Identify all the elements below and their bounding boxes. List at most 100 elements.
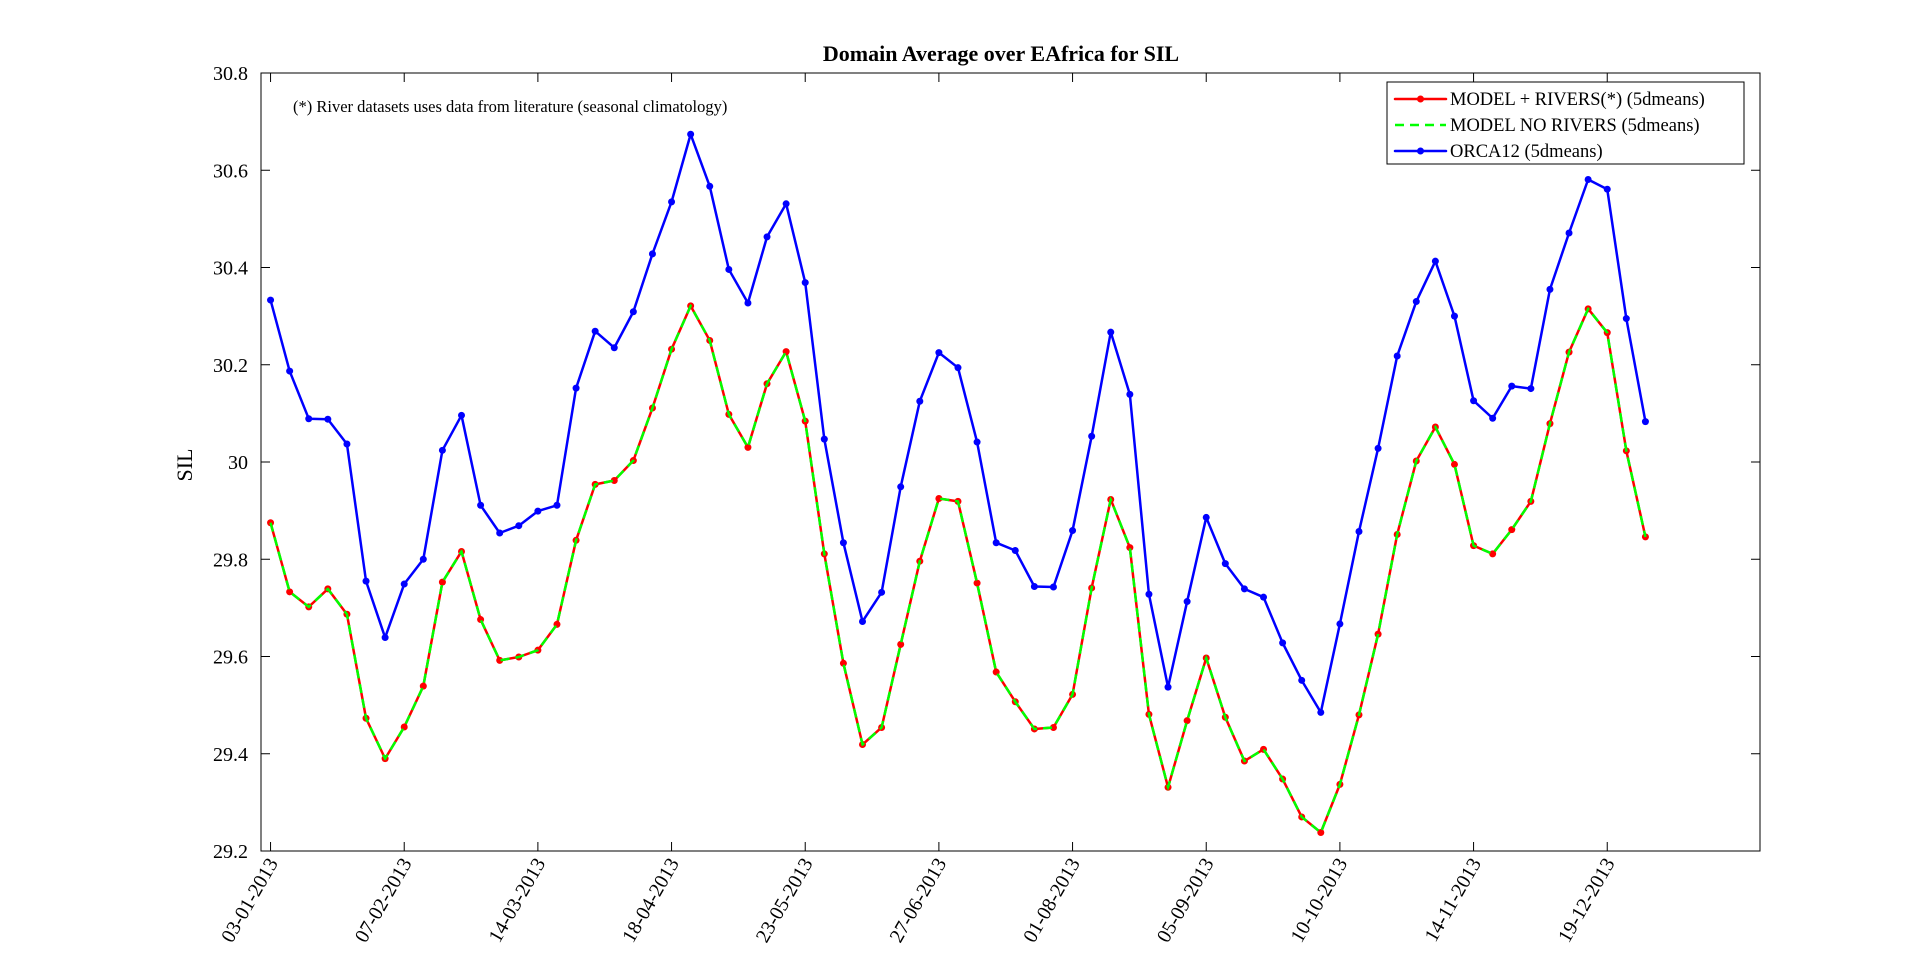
y-axis-label: SIL <box>172 449 197 482</box>
series-2-point-5 <box>362 577 370 585</box>
series-0-point-55 <box>1317 829 1325 837</box>
y-tick-label-2: 29.6 <box>213 647 248 669</box>
series-2-point-7 <box>400 580 408 588</box>
y-tick-label-1: 29.4 <box>213 744 248 766</box>
plot-area <box>261 73 1760 851</box>
series-2-point-27 <box>782 200 790 208</box>
series-2-point-6 <box>381 634 389 642</box>
series-2-point-30 <box>839 539 847 547</box>
y-tick-label-4: 30 <box>228 452 248 474</box>
series-0-point-37 <box>973 579 981 587</box>
series-0-point-12 <box>496 656 504 664</box>
series-2-point-29 <box>820 435 828 443</box>
series-2-point-68 <box>1565 229 1573 237</box>
series-2-point-4 <box>343 440 351 448</box>
series-2-point-25 <box>744 299 752 307</box>
series-2-point-22 <box>687 130 695 138</box>
series-2-point-42 <box>1069 527 1077 535</box>
series-2-point-23 <box>706 182 714 190</box>
series-0-point-18 <box>610 476 618 484</box>
series-2-point-70 <box>1603 185 1611 193</box>
series-2-point-60 <box>1412 298 1420 306</box>
series-0-point-41 <box>1049 723 1057 731</box>
series-0-point-25 <box>744 443 752 451</box>
series-2-point-45 <box>1126 390 1134 398</box>
series-0-point-65 <box>1508 526 1516 534</box>
series-0-point-1 <box>286 588 294 596</box>
series-2-point-71 <box>1622 315 1630 323</box>
series-0-point-30 <box>839 659 847 667</box>
series-2-point-20 <box>648 250 656 258</box>
series-2-point-40 <box>1030 582 1038 590</box>
series-2-point-63 <box>1470 397 1478 405</box>
series-layer <box>267 130 1649 837</box>
series-2-point-69 <box>1584 175 1592 183</box>
series-2-point-66 <box>1527 385 1535 393</box>
series-2-point-57 <box>1355 528 1363 536</box>
legend-label-orca12: ORCA12 (5dmeans) <box>1450 142 1603 162</box>
series-2-point-49 <box>1202 513 1210 521</box>
y-tick-label-0: 29.2 <box>213 841 248 863</box>
series-0-point-33 <box>897 640 905 648</box>
series-2-point-3 <box>324 415 332 423</box>
series-2-point-13 <box>515 522 523 530</box>
chart-title: Domain Average over EAfrica for SIL <box>823 41 1179 66</box>
series-2-point-38 <box>992 539 1000 547</box>
series-2-point-8 <box>419 555 427 563</box>
series-2-point-52 <box>1260 593 1268 601</box>
series-2-point-10 <box>458 411 465 419</box>
legend-label-model-no-rivers: MODEL NO RIVERS (5dmeans) <box>1450 116 1700 136</box>
series-2-point-39 <box>1011 547 1019 554</box>
series-2-point-36 <box>954 364 962 372</box>
series-2-point-35 <box>935 349 943 357</box>
y-tick-label-3: 29.8 <box>213 549 248 571</box>
series-0-point-64 <box>1489 550 1497 558</box>
series-2-point-18 <box>610 344 618 352</box>
series-2-point-14 <box>534 507 542 515</box>
series-2-point-21 <box>668 198 676 206</box>
legend-marker-orca12 <box>1417 147 1424 155</box>
series-2-point-55 <box>1317 708 1325 716</box>
series-line-1-overlay <box>269 303 1647 835</box>
series-2-point-26 <box>763 233 771 241</box>
series-2-point-67 <box>1546 285 1554 293</box>
series-2-point-56 <box>1336 620 1344 628</box>
legend-item-model-no-rivers: MODEL NO RIVERS (5dmeans) <box>1395 116 1700 136</box>
series-2-point-47 <box>1164 683 1172 691</box>
series-2-point-58 <box>1374 444 1382 452</box>
series-2-point-2 <box>305 415 313 423</box>
series-2-point-46 <box>1145 590 1153 598</box>
series-2-point-64 <box>1489 414 1497 422</box>
series-2-point-19 <box>629 308 637 316</box>
series-2-point-15 <box>553 501 561 509</box>
series-2-point-16 <box>572 384 580 392</box>
series-2-point-11 <box>477 501 485 509</box>
y-tick-label-5: 30.2 <box>213 355 248 377</box>
series-0-point-45 <box>1126 544 1134 552</box>
series-2-point-9 <box>438 446 446 454</box>
series-0-point-9 <box>438 578 446 586</box>
legend-item-orca12: ORCA12 (5dmeans) <box>1393 142 1603 162</box>
legend: MODEL + RIVERS(*) (5dmeans) MODEL NO RIV… <box>1386 81 1745 165</box>
series-2-point-53 <box>1279 639 1287 647</box>
series-2-point-61 <box>1431 257 1439 265</box>
series-2-point-59 <box>1393 352 1401 360</box>
series-2-point-1 <box>286 367 294 375</box>
series-2-point-31 <box>859 617 867 625</box>
series-2-point-17 <box>591 327 599 335</box>
series-2-point-37 <box>973 438 981 446</box>
series-2-point-72 <box>1641 418 1649 426</box>
series-2-point-32 <box>878 588 886 596</box>
series-0-point-48 <box>1183 717 1191 725</box>
series-2-point-44 <box>1107 328 1115 336</box>
y-tick-label-6: 30.4 <box>213 258 248 280</box>
series-0-point-62 <box>1450 460 1458 468</box>
legend-item-model-rivers: MODEL + RIVERS(*) (5dmeans) <box>1393 90 1705 110</box>
series-2-point-43 <box>1088 432 1096 440</box>
series-2-point-51 <box>1240 585 1248 593</box>
series-2-point-62 <box>1450 312 1458 320</box>
y-tick-label-7: 30.6 <box>213 160 248 182</box>
series-2-point-33 <box>897 483 905 491</box>
series-2-point-0 <box>267 296 275 304</box>
